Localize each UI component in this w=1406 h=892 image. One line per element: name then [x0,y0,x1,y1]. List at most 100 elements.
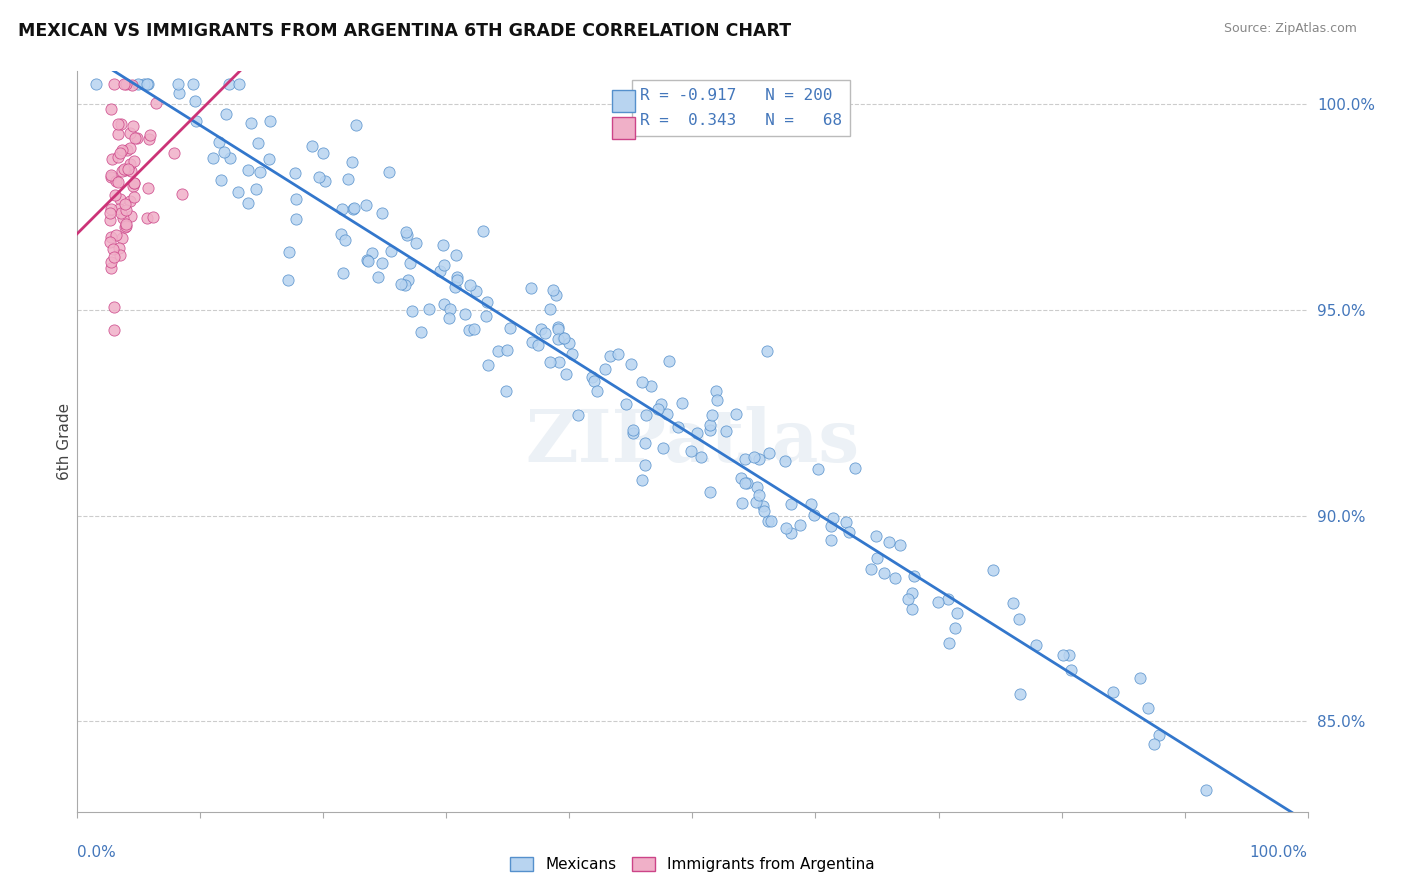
Point [495,384,517,399]
Point [398,256,420,270]
Point [142,210,165,224]
Point [1025,638,1047,652]
Point [100,213,122,227]
Bar [613,90,634,112]
Point [236,195,259,210]
Point [1060,663,1083,677]
Point [551,331,574,345]
Point [634,435,657,450]
Point [747,480,769,494]
Point [342,202,364,216]
Point [758,446,780,460]
Point [651,441,673,455]
Point [284,166,307,180]
Text: R = -0.917   N = 200
R =  0.343   N =   68: R = -0.917 N = 200 R = 0.343 N = 68 [640,87,842,128]
Point [634,408,657,422]
Point [1059,648,1081,662]
Point [396,273,419,287]
Point [779,497,801,511]
Point [553,331,575,345]
Point [104,187,127,202]
Point [112,211,135,226]
Point [136,77,159,91]
Point [108,192,131,206]
Point [519,281,541,295]
Text: Source: ZipAtlas.com: Source: ZipAtlas.com [1223,22,1357,36]
Point [226,185,249,199]
Legend: Mexicans, Immigrants from Argentina: Mexicans, Immigrants from Argentina [505,851,880,878]
Point [335,233,357,247]
Point [1008,612,1031,626]
Point [690,450,713,464]
Point [446,273,468,287]
Point [212,145,235,159]
Point [734,475,756,490]
Point [117,161,139,176]
Point [181,77,204,91]
Point [429,264,451,278]
Point [554,367,576,381]
Point [834,515,856,529]
Point [761,514,783,528]
Point [666,419,689,434]
Point [752,499,775,513]
Point [734,451,756,466]
Point [259,114,281,128]
Point [277,273,299,287]
Point [127,77,149,91]
Point [122,190,145,204]
Point [103,242,125,256]
Point [100,169,122,184]
Point [110,205,132,219]
Point [134,77,156,91]
Point [100,254,122,268]
Point [380,244,402,259]
Point [607,346,630,360]
Point [446,269,468,284]
Point [527,337,550,351]
Point [547,322,569,336]
Point [118,141,141,155]
Point [124,130,146,145]
Point [357,254,380,268]
Point [780,525,803,540]
Point [634,458,657,473]
Point [312,146,335,161]
Point [114,219,136,234]
Point [1010,687,1032,701]
Point [621,425,644,440]
Point [98,235,121,249]
Point [686,426,709,441]
Point [330,202,353,216]
Point [454,307,477,321]
Point [901,585,924,599]
Point [114,196,136,211]
Point [866,551,889,566]
Point [775,454,797,468]
Point [409,325,432,339]
Point [100,152,122,166]
Point [547,320,569,334]
Point [820,533,842,548]
Point [336,171,359,186]
Point [100,168,122,182]
Point [219,151,242,165]
Point [745,494,768,508]
Point [201,151,224,165]
Point [586,384,609,399]
Point [650,396,672,410]
Point [714,424,737,438]
Point [118,156,141,170]
Point [172,186,194,201]
Bar [613,117,634,139]
Point [534,326,557,340]
Point [927,594,949,608]
Point [378,165,401,179]
Text: MEXICAN VS IMMIGRANTS FROM ARGENTINA 6TH GRADE CORRELATION CHART: MEXICAN VS IMMIGRANTS FROM ARGENTINA 6TH… [18,22,792,40]
Point [145,96,167,111]
Point [114,219,136,234]
Point [122,153,145,168]
Point [401,304,423,318]
Point [699,485,721,500]
Point [582,374,605,388]
